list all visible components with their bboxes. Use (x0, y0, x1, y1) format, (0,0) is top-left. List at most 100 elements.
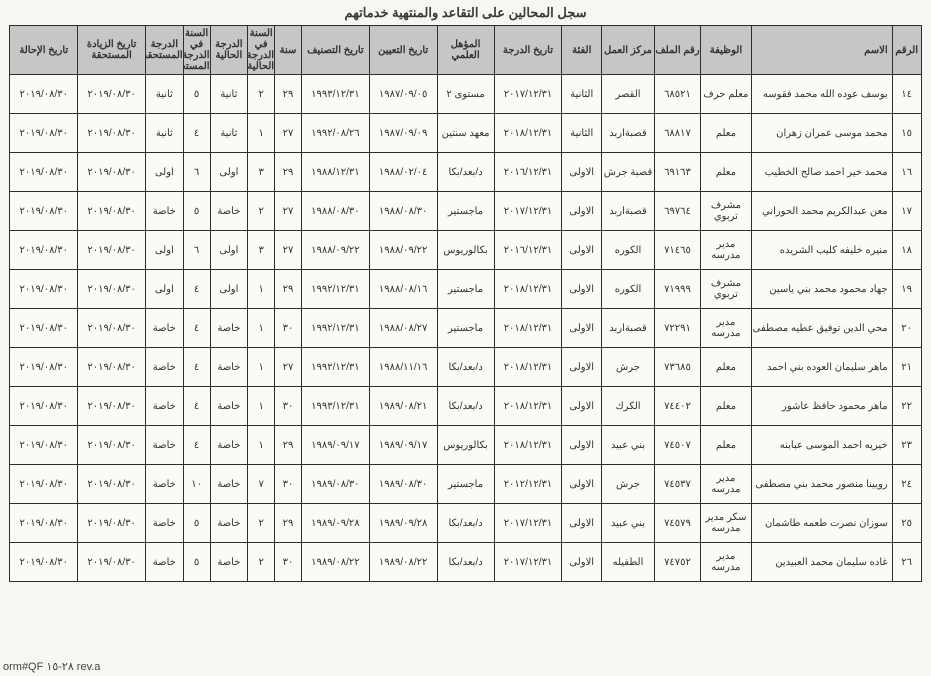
cell-class_yr: ٧ (248, 465, 275, 504)
cell-class_yr: ١ (248, 426, 275, 465)
cell-qual: ماجستير (437, 309, 494, 348)
cell-file: ٧١٩٩٩ (654, 270, 700, 309)
table-row: ٢١ماهر سليمان العوده بني احمدمعلم٧٣٦٨٥جر… (10, 348, 921, 387)
cell-class_yr: ١ (248, 114, 275, 153)
col-header-qual: المؤهل العلمي (437, 26, 494, 75)
col-header-job: الوظيفة (701, 26, 752, 75)
cell-center: جرش (602, 348, 655, 387)
col-header-name: الاسم (751, 26, 892, 75)
cell-grade_cur: خاصة (210, 192, 248, 231)
cell-grade_due: اولى (146, 231, 184, 270)
cell-appoint: ١٩٨٧/٠٩/٠٥ (369, 75, 437, 114)
cell-cat: الاولى (562, 504, 602, 543)
cell-center: القصر (602, 75, 655, 114)
col-header-year: سنة (275, 26, 302, 75)
cell-name: غاده سليمان محمد العبيدين (751, 543, 892, 582)
cell-center: قصبةاربد (602, 114, 655, 153)
cell-class_yr: ٢ (248, 75, 275, 114)
cell-qual: د/بعد/بكا (437, 153, 494, 192)
table-row: ١٦محمد خير احمد صالح الخطيبمعلم٦٩١٦٣قصبة… (10, 153, 921, 192)
cell-raise: ٢٠١٩/٠٨/٣٠ (78, 270, 146, 309)
cell-grade_due: خاصة (146, 426, 184, 465)
cell-idx: ٢٣ (892, 426, 921, 465)
cell-grade_yr: ٦ (183, 153, 210, 192)
cell-class_date: ١٩٨٩/٠٩/٢٨ (301, 504, 369, 543)
cell-class_date: ١٩٨٨/٠٩/٢٢ (301, 231, 369, 270)
cell-year: ٢٧ (275, 114, 302, 153)
cell-raise: ٢٠١٩/٠٨/٣٠ (78, 309, 146, 348)
table-row: ١٩جهاد محمود محمد بني ياسينمشرف تربوي٧١٩… (10, 270, 921, 309)
cell-grade_date: ٢٠١٨/١٢/٣١ (494, 387, 562, 426)
table-row: ١٥محمد موسى عمران زهرانمعلم٦٨٨١٧قصبةاربد… (10, 114, 921, 153)
cell-appoint: ١٩٨٨/١١/١٦ (369, 348, 437, 387)
cell-idx: ٢٠ (892, 309, 921, 348)
cell-grade_due: خاصة (146, 348, 184, 387)
col-header-grade_yr: السنة في الدرجة المستحقة (183, 26, 210, 75)
cell-idx: ١٩ (892, 270, 921, 309)
cell-center: بني عبيد (602, 504, 655, 543)
cell-grade_cur: خاصة (210, 387, 248, 426)
cell-cat: الثانية (562, 114, 602, 153)
cell-grade_due: خاصة (146, 387, 184, 426)
cell-grade_due: خاصة (146, 543, 184, 582)
cell-job: مشرف تربوي (701, 192, 752, 231)
cell-idx: ٢٤ (892, 465, 921, 504)
cell-class_date: ١٩٩٢/٠٨/٢٦ (301, 114, 369, 153)
cell-grade_yr: ٤ (183, 348, 210, 387)
cell-center: قصبةاربد (602, 192, 655, 231)
col-header-file: رقم الملف (654, 26, 700, 75)
page-title: سجل المحالين على التقاعد والمنتهية خدمات… (0, 5, 931, 21)
table-row: ١٤يوسف عوده الله محمد فقوسهمعلم حرف٦٨٥٢١… (10, 75, 921, 114)
col-header-center: مركز العمل (602, 26, 655, 75)
retirement-table: الرقمالاسمالوظيفةرقم الملفمركز العملالفئ… (9, 25, 921, 582)
cell-cat: الاولى (562, 153, 602, 192)
cell-class_yr: ١ (248, 387, 275, 426)
cell-job: مدير مدرسه (701, 309, 752, 348)
cell-refer: ٢٠١٩/٠٨/٣٠ (10, 543, 78, 582)
cell-name: محي الدين توفيق عطيه مصطفى (751, 309, 892, 348)
cell-file: ٦٨٨١٧ (654, 114, 700, 153)
cell-grade_due: اولى (146, 153, 184, 192)
cell-refer: ٢٠١٩/٠٨/٣٠ (10, 465, 78, 504)
table-row: ٢٢ماهر محمود حافظ عاشورمعلم٧٤٤٠٢الكركالا… (10, 387, 921, 426)
cell-class_date: ١٩٩٣/١٢/٣١ (301, 387, 369, 426)
cell-appoint: ١٩٨٨/٠٨/٣٠ (369, 192, 437, 231)
cell-raise: ٢٠١٩/٠٨/٣٠ (78, 231, 146, 270)
cell-grade_yr: ٤ (183, 426, 210, 465)
cell-job: مدير مدرسه (701, 231, 752, 270)
table-row: ٢٦غاده سليمان محمد العبيدينمدير مدرسه٧٤٧… (10, 543, 921, 582)
cell-cat: الاولى (562, 231, 602, 270)
cell-grade_yr: ١٠ (183, 465, 210, 504)
cell-year: ٣٠ (275, 465, 302, 504)
cell-refer: ٢٠١٩/٠٨/٣٠ (10, 153, 78, 192)
cell-grade_cur: خاصة (210, 309, 248, 348)
cell-idx: ٢٢ (892, 387, 921, 426)
cell-year: ٢٩ (275, 153, 302, 192)
cell-refer: ٢٠١٩/٠٨/٣٠ (10, 75, 78, 114)
cell-qual: بكالوريوس (437, 231, 494, 270)
cell-grade_date: ٢٠١٦/١٢/٣١ (494, 153, 562, 192)
cell-class_yr: ١ (248, 309, 275, 348)
cell-name: محمد موسى عمران زهران (751, 114, 892, 153)
col-header-class_date: تاريخ التصنيف (301, 26, 369, 75)
cell-grade_cur: خاصة (210, 348, 248, 387)
cell-grade_cur: اولى (210, 153, 248, 192)
cell-cat: الاولى (562, 309, 602, 348)
cell-grade_cur: خاصة (210, 426, 248, 465)
cell-job: معلم (701, 114, 752, 153)
cell-name: سوزان نصرت طعمه طاشمان (751, 504, 892, 543)
cell-name: جهاد محمود محمد بني ياسين (751, 270, 892, 309)
cell-file: ٦٨٥٢١ (654, 75, 700, 114)
cell-qual: د/بعد/بكا (437, 348, 494, 387)
cell-job: مدير مدرسه (701, 465, 752, 504)
table-row: ٢٥سوزان نصرت طعمه طاشمانسكر مدير مدرسه٧٤… (10, 504, 921, 543)
cell-raise: ٢٠١٩/٠٨/٣٠ (78, 465, 146, 504)
cell-grade_date: ٢٠١٨/١٢/٣١ (494, 348, 562, 387)
cell-appoint: ١٩٨٨/٠٩/٢٢ (369, 231, 437, 270)
cell-cat: الاولى (562, 543, 602, 582)
cell-year: ٢٧ (275, 231, 302, 270)
cell-idx: ٢٦ (892, 543, 921, 582)
cell-appoint: ١٩٨٩/٠٨/٢١ (369, 387, 437, 426)
cell-qual: بكالوريوس (437, 426, 494, 465)
cell-class_yr: ١ (248, 270, 275, 309)
